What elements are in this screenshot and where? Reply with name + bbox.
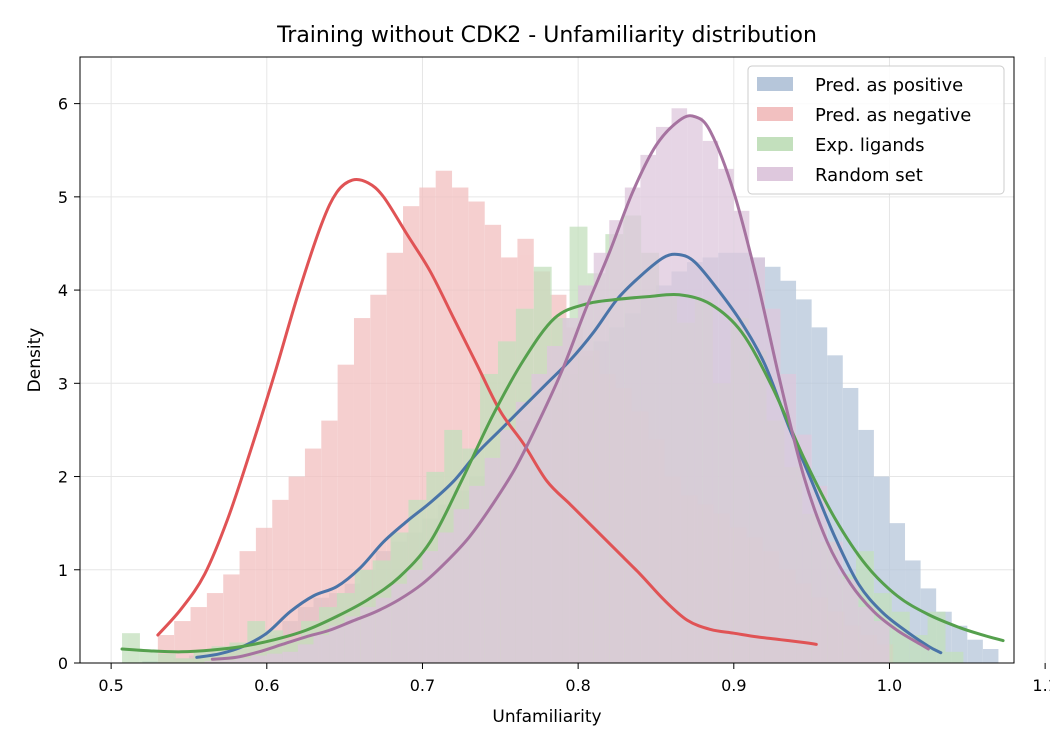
histogram-bar [235,658,252,663]
histogram-bar [190,607,207,663]
histogram-bar [967,639,983,663]
histogram-bar [175,658,194,663]
legend-box [747,65,1005,195]
kde-curves [120,114,1005,661]
histogram-bar [842,579,859,663]
histogram-bar [873,621,890,663]
histogram-bar [671,108,688,663]
histogram-bar [749,257,765,663]
legend-swatch [757,107,793,121]
histogram-bar [531,373,547,663]
histogram-bar [360,607,376,663]
histogram-bar [718,168,734,663]
histogram-bar [500,429,516,663]
y-tick-label: 2 [58,468,68,487]
histogram-bar [344,616,361,663]
kde-line-rnd [210,114,930,661]
histogram-bar [733,210,750,663]
histogram-bar [982,649,999,663]
histogram-bar [206,593,224,663]
legend-swatch [757,137,793,151]
histogram-bar [927,611,946,663]
kde-line-exp [120,292,1005,654]
legend-swatch [757,167,793,181]
axes: 0.5 0.6 0.7 0.8 0.9 1.0 1.1 0 1 2 3 4 5 6 [58,95,1050,695]
x-axis-label: Unfamiliarity [492,707,601,727]
x-tick-label: 0.5 [98,676,123,695]
y-tick-label: 1 [58,561,68,580]
histogram-bar [223,574,240,663]
histogram-bar [624,187,641,663]
histogram-bar [297,644,314,663]
y-tick-label: 5 [58,188,68,207]
histogram-bar [288,476,305,663]
histogram-bar [858,607,874,663]
histogram-bar [945,651,964,663]
histogram-bar [827,541,843,663]
legend-label: Random set [815,165,923,186]
y-tick-label: 3 [58,374,68,393]
y-tick-label: 4 [58,281,68,300]
histogram-bar [122,633,140,663]
histogram-bar [313,635,330,663]
histogram-bar [272,499,289,663]
histogram-bar [139,651,158,663]
legend: Pred. as positive Pred. as negative Exp. l… [747,65,1005,195]
kde-line-pos [195,252,943,659]
x-tick-label: 0.6 [254,676,279,695]
histogram-bar [562,318,579,663]
histogram-bar [547,346,563,663]
histogram-bar [251,655,267,663]
histogram-bar [422,551,439,663]
histogram-bar [780,373,797,663]
histogram-bars [122,108,999,663]
histogram-bar [157,653,176,663]
histogram-bar [687,117,703,663]
chart-title: Training without CDK2 - Unfamiliarity di… [276,23,817,48]
y-tick-label: 6 [58,95,68,114]
histogram-bar [609,220,625,663]
legend-label: Exp. ligands [815,135,925,156]
x-tick-label: 1.0 [877,676,902,695]
legend-label: Pred. as negative [815,105,971,126]
histogram-bar [304,448,322,663]
histogram-bar [469,485,485,663]
histogram-bar [764,308,781,663]
histogram-bar [438,532,454,663]
histogram-bar [375,597,392,663]
histogram-bar [321,420,338,663]
legend-swatch [757,77,793,91]
histogram-bar [593,252,610,663]
histogram-bar [174,621,191,663]
histogram-bar [640,154,656,663]
y-axis-label: Density [25,328,45,393]
histogram-bar [515,401,532,663]
histogram-bar [702,140,719,663]
histogram-bar [655,126,672,663]
x-tick-label: 0.8 [565,676,590,695]
histogram-bar [282,651,298,663]
kde-line-neg [156,177,818,646]
histogram-bar [484,457,501,663]
histogram-bar [204,661,221,663]
legend-label: Pred. as positive [815,75,963,96]
histogram-bar [266,653,283,663]
x-tick-label: 0.7 [410,676,435,695]
plot-frame [79,56,1015,664]
histogram-bar [220,660,236,663]
histogram-bar [337,364,354,663]
y-tick-label: 0 [58,654,68,673]
histogram-rnd [204,108,890,663]
histogram-bar [578,285,594,663]
x-tick-label: 0.9 [721,676,746,695]
histogram-bar [453,509,470,663]
x-tick-label: 1.1 [1032,676,1050,695]
histogram-bar [329,625,345,663]
